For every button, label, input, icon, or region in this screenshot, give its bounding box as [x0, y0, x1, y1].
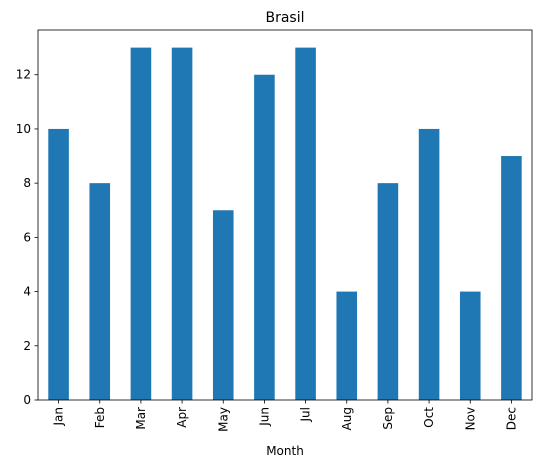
bar-dec — [501, 156, 522, 400]
y-axis-ticks: 0 2 4 6 8 10 12 — [16, 68, 38, 407]
bar-jul — [295, 47, 316, 401]
bar-sep — [377, 183, 399, 400]
x-tick-label: Aug — [340, 407, 354, 430]
bar-mar — [130, 47, 152, 401]
y-tick-label: 12 — [16, 68, 31, 82]
bar-feb — [89, 183, 111, 400]
bars-layer — [48, 47, 522, 401]
y-tick-label: 10 — [16, 122, 31, 136]
bar-may — [212, 210, 234, 400]
bar-aug — [336, 291, 358, 400]
bar-jun — [254, 74, 275, 400]
x-tick-label: Dec — [504, 407, 518, 430]
y-tick-label: 6 — [23, 230, 31, 244]
x-tick-label: Oct — [422, 407, 436, 428]
bar-oct — [418, 128, 440, 400]
x-tick-label: Feb — [93, 407, 107, 428]
chart-title: Brasil — [265, 10, 304, 26]
x-tick-label: May — [216, 407, 230, 432]
x-tick-label: Nov — [463, 407, 477, 430]
x-axis-ticks: Jan Feb Mar Apr May Jun Jul Aug Sep Oct Nov Dec — [52, 400, 518, 432]
axes-layer — [37, 29, 533, 401]
x-tick-label: Apr — [175, 407, 189, 428]
x-tick-label: Jul — [299, 407, 313, 422]
y-tick-label: 8 — [23, 176, 31, 190]
x-tick-label: Sep — [381, 407, 395, 430]
y-tick-label: 2 — [23, 339, 31, 353]
bar-apr — [171, 47, 193, 401]
y-tick-label: 0 — [23, 393, 31, 407]
x-axis-label: Month — [266, 444, 304, 458]
x-tick-label: Jun — [257, 407, 271, 427]
x-tick-label: Mar — [134, 407, 148, 430]
x-tick-label: Jan — [52, 407, 66, 427]
bar-nov — [459, 291, 481, 400]
plot-frame — [37, 29, 533, 401]
y-tick-label: 4 — [23, 285, 31, 299]
bar-jan — [48, 128, 69, 400]
